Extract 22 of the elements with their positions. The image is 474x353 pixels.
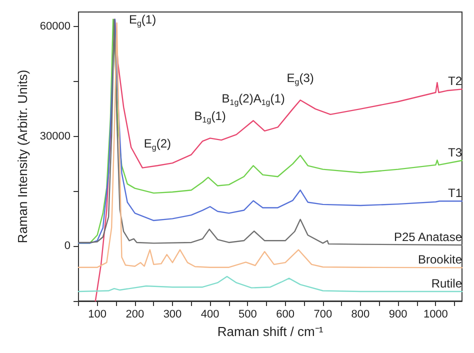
series-label: T2 bbox=[448, 74, 462, 88]
x-axis-title: Raman shift / cm⁻¹ bbox=[217, 324, 324, 339]
y-tick-label: 0 bbox=[64, 240, 70, 252]
series-label: P25 Anatase bbox=[394, 230, 462, 244]
series-label: Rutile bbox=[431, 276, 462, 290]
x-tick-label: 600 bbox=[276, 308, 294, 320]
x-tick-label: 200 bbox=[126, 308, 144, 320]
x-tick-label: 700 bbox=[314, 308, 332, 320]
x-tick-label: 1000 bbox=[423, 308, 448, 320]
series-label: T3 bbox=[448, 146, 462, 160]
x-tick-label: 400 bbox=[200, 308, 220, 320]
y-tick-label: 60000 bbox=[40, 20, 70, 33]
x-tick-label: 500 bbox=[238, 308, 257, 320]
series-label: T1 bbox=[448, 186, 462, 200]
y-axis-title: Raman Intensity (Arbitr. Units) bbox=[15, 70, 30, 244]
series-label: Brookite bbox=[418, 252, 462, 267]
y-tick-label: 30000 bbox=[40, 130, 70, 142]
line-series bbox=[78, 276, 463, 292]
x-tick-label: 100 bbox=[88, 308, 106, 320]
x-tick-label: 300 bbox=[163, 308, 182, 320]
x-tick-label: 900 bbox=[388, 308, 408, 320]
x-tick-label: 800 bbox=[351, 308, 370, 320]
